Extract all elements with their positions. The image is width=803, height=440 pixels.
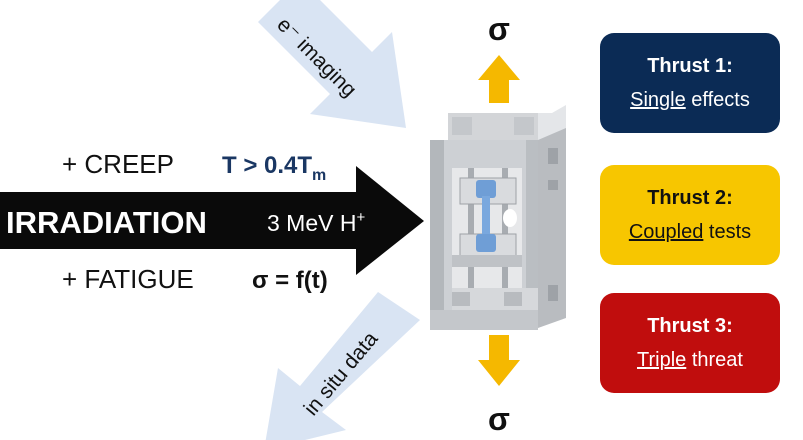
fatigue-stress: σ = f(t): [252, 267, 328, 294]
thrust-3-rest: threat: [686, 349, 743, 371]
thrust-3-title: Thrust 3:: [647, 315, 733, 337]
imaging-arrow: e⁻ imaging: [258, 0, 406, 128]
thrust-2-underlined: Coupled: [628, 221, 704, 243]
stress-arrow-up: [478, 55, 520, 103]
thrust-1-title: Thrust 1:: [647, 55, 733, 77]
thrust-1-box: Thrust 1: Single effects: [600, 33, 780, 133]
thrust-2-box: Thrust 2: Coupled tests: [600, 165, 780, 265]
sigma-top: σ: [488, 11, 510, 47]
thrust-3-underlined: Triple: [637, 349, 687, 371]
stress-arrow-down: [478, 335, 520, 386]
thrust-1-desc: Single effects: [630, 83, 750, 117]
creep-temperature: T > 0.4Tm: [222, 152, 326, 184]
irradiation-label: IRRADIATION: [6, 205, 207, 240]
irradiation-arrow: [0, 166, 424, 275]
load-frame-device: [430, 105, 566, 330]
creep-label: + CREEP: [62, 149, 174, 179]
thrust-2-desc: Coupled tests: [629, 215, 751, 249]
thrust-3-box: Thrust 3: Triple threat: [600, 293, 780, 393]
thrust-1-underlined: Single: [630, 89, 686, 111]
fatigue-label: + FATIGUE: [62, 264, 194, 294]
thrust-3-desc: Triple threat: [637, 343, 743, 377]
thrust-1-rest: effects: [685, 89, 750, 111]
beam-label: 3 MeV H+: [267, 209, 365, 236]
sigma-bottom: σ: [488, 401, 510, 437]
thrust-2-rest: tests: [703, 221, 752, 243]
insitu-arrow: in situ data: [265, 292, 420, 440]
thrust-2-title: Thrust 2:: [647, 187, 733, 209]
